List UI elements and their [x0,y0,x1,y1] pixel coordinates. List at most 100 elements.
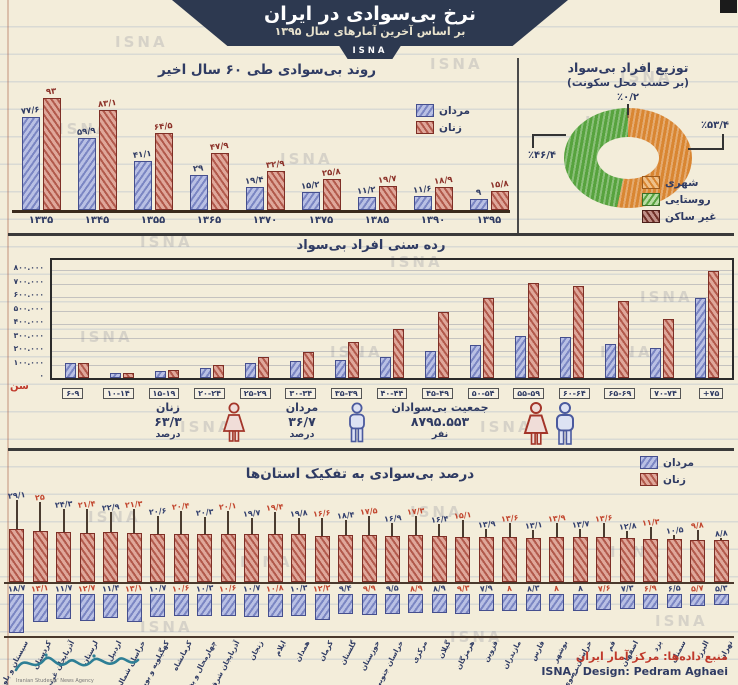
women-value-label: ۲۱/۴ [77,498,97,510]
section-divider [8,233,734,236]
women-bar [77,362,89,378]
men-zone: ۱۰/۳ [289,583,308,636]
women-bar [549,537,565,582]
donut-callout-line [688,148,724,150]
men-bar [267,594,283,617]
label-stick [227,511,230,534]
women-bar [126,533,142,582]
age-group [605,301,630,378]
province-column: ۲۰/۶ ۱۰/۷ کهگیلویه و بویراحمد [129,488,170,685]
vertical-divider [517,58,519,233]
women-bar [210,152,229,210]
women-value-label: ۲۱/۳ [124,498,144,510]
men-zone: ۶/۵ [666,583,682,636]
women-bar [56,531,72,582]
men-bar-wrap: ۴۱/۱ [133,149,152,210]
men-value-label: ۷/۶ [597,583,611,594]
label-stick [461,520,464,537]
age-group [289,351,314,378]
province-column: ۲۰/۳ ۱۰/۳ چهارمحال و بختیاری [176,488,218,685]
watermark-text: ISNA [80,328,133,346]
men-bar [77,138,96,210]
men-value-label: ۹/۴ [338,583,353,594]
women-value-label: ۱۶/۹ [383,513,402,524]
donut-callout-line [532,134,534,148]
men-bar-wrap: ۹ [469,188,488,210]
age-group [379,329,404,378]
value-label: ۵۹/۹ [76,126,97,139]
men-value-label: ۵/۷ [691,583,705,594]
y-tick-label: ۱۰۰.۰۰۰ [13,357,44,367]
label-stick [626,530,629,538]
men-value-label: ۱۰/۸ [265,583,285,594]
age-range-cell: ۱۰-۱۴ [96,381,142,400]
design-credit-text: ISNA / Design: Pedram Aghaei [541,665,728,678]
age-range-label: ۶-۹ [62,388,84,399]
section-divider [8,448,734,451]
men-value-label: ۱۰/۷ [148,583,167,594]
province-column: ۱۶/۴ ۸/۹ گیلان [428,488,452,681]
age-chart-x-axis: ۶-۹ ۱۰-۱۴ ۱۵-۱۹ ۲۰-۲۴ ۲۵-۲۹ ۳۰-۳۴ ۳۵-۳۹ ۴۰-۴۴ ۴۵… [50,381,734,400]
women-bar [573,286,585,378]
men-bar [314,594,330,620]
women-value-label: ۲۰/۱ [218,501,238,513]
year-label: ۱۳۷۵ [308,215,334,226]
men-bar [189,175,208,210]
women-zone: ۲۴/۳ [54,488,73,582]
men-bar-wrap: ۱۹/۴ [245,175,264,210]
rural-swatch-icon [642,193,660,206]
men-bar [431,594,447,613]
men-bar [32,594,48,622]
legend-women-label: زنان [663,473,686,486]
women-bar [122,372,134,378]
summary-band: زنان ۶۳/۳ درصد مردان ۳۶/۷ درصد [8,400,734,446]
women-bar [690,539,706,582]
page-title: نرخ بی‌سوادی در ایران [263,3,476,25]
women-value-label: ۱۳/۹ [547,512,567,524]
province-column: ۱۳/۱ ۸/۳ فارس [522,488,546,681]
women-bar [438,311,450,378]
women-zone: ۸/۸ [713,488,729,582]
men-bar [301,191,320,210]
legend-urban: شهری [642,176,716,189]
women-zone: ۱۶/۶ [313,488,331,582]
women-value-label: ۱۳/۹ [477,518,496,530]
age-range-cell: ۱۵-۱۹ [141,381,187,400]
value-label: ۴۷/۹ [209,140,230,153]
label-stick [414,516,417,536]
year-group: ۱۹/۴ ۳۲/۹ [240,159,290,210]
women-bar [314,535,330,582]
year-label: ۱۳۵۵ [140,215,166,226]
population-unit: نفر [431,429,449,440]
women-zone: ۲۹/۱ [8,488,26,582]
men-bar [596,594,612,610]
men-swatch-icon [416,104,434,117]
women-value-label: ۱۹/۸ [289,507,308,519]
men-value-label: ۱۸/۷ [7,583,26,594]
year-group: ۴۱/۱ ۶۴/۵ [128,121,178,210]
men-value-label: ۱۱/۴ [101,583,120,594]
women-bar-wrap: ۱۵/۸ [490,179,509,210]
age-chart-y-axis: ۸۰۰.۰۰۰ ۷۰۰.۰۰۰ ۶۰۰.۰۰۰ ۵۰۰.۰۰۰ ۴۰۰.۰۰۰ ۳۰۰.۰… [8,238,46,398]
men-bar [379,356,391,378]
women-bar [267,534,283,582]
men-bar [56,594,72,619]
women-zone: ۱۹/۸ [289,488,308,582]
legend-rural-label: روستایی [665,193,711,206]
men-zone: ۹/۹ [361,583,377,636]
men-zone: ۱۲/۷ [78,583,96,636]
gridline [52,364,732,366]
men-value-label: ۹/۵ [385,583,400,594]
provinces-chart-title: درصد بی‌سوادی به تفکیک استان‌ها [245,466,475,482]
value-label: ۱۱/۶ [412,184,433,197]
province-column: ۲۴/۳ ۱۱/۷ آذربایجان غربی [43,488,76,685]
women-zone: ۲۰/۶ [148,488,167,582]
men-zone: ۱۱/۷ [54,583,73,636]
women-zone: ۱۷/۳ [407,488,425,582]
men-bar [666,594,682,608]
age-range-cell: ۴۵-۴۹ [415,381,461,400]
men-bar [643,594,659,609]
women-bar-wrap: ۴۷/۹ [209,140,230,210]
men-bar [150,594,166,617]
legend-men-label: مردان [663,456,694,469]
